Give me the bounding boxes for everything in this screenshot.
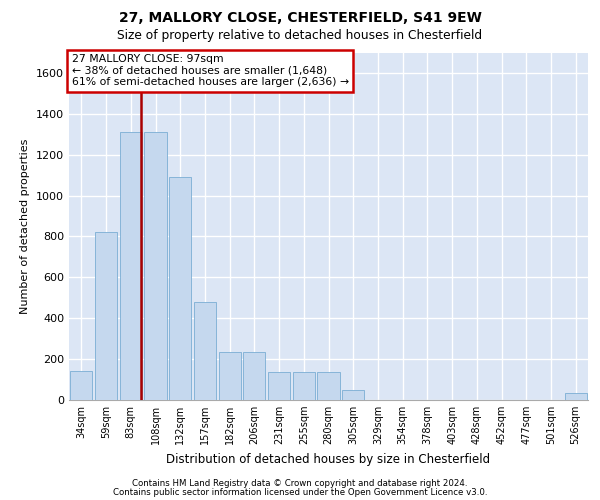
- Text: 27, MALLORY CLOSE, CHESTERFIELD, S41 9EW: 27, MALLORY CLOSE, CHESTERFIELD, S41 9EW: [119, 12, 481, 26]
- Bar: [70, 372, 92, 400]
- Text: Contains public sector information licensed under the Open Government Licence v3: Contains public sector information licen…: [113, 488, 487, 497]
- X-axis label: Distribution of detached houses by size in Chesterfield: Distribution of detached houses by size …: [166, 452, 491, 466]
- Bar: [95, 232, 117, 400]
- Bar: [268, 372, 290, 400]
- Bar: [342, 390, 364, 400]
- Bar: [145, 132, 167, 400]
- Bar: [565, 393, 587, 400]
- Y-axis label: Number of detached properties: Number of detached properties: [20, 138, 31, 314]
- Bar: [317, 372, 340, 400]
- Text: 27 MALLORY CLOSE: 97sqm
← 38% of detached houses are smaller (1,648)
61% of semi: 27 MALLORY CLOSE: 97sqm ← 38% of detache…: [71, 54, 349, 88]
- Bar: [119, 132, 142, 400]
- Text: Size of property relative to detached houses in Chesterfield: Size of property relative to detached ho…: [118, 29, 482, 42]
- Bar: [194, 302, 216, 400]
- Text: Contains HM Land Registry data © Crown copyright and database right 2024.: Contains HM Land Registry data © Crown c…: [132, 480, 468, 488]
- Bar: [169, 177, 191, 400]
- Bar: [293, 372, 315, 400]
- Bar: [218, 352, 241, 400]
- Bar: [243, 352, 265, 400]
